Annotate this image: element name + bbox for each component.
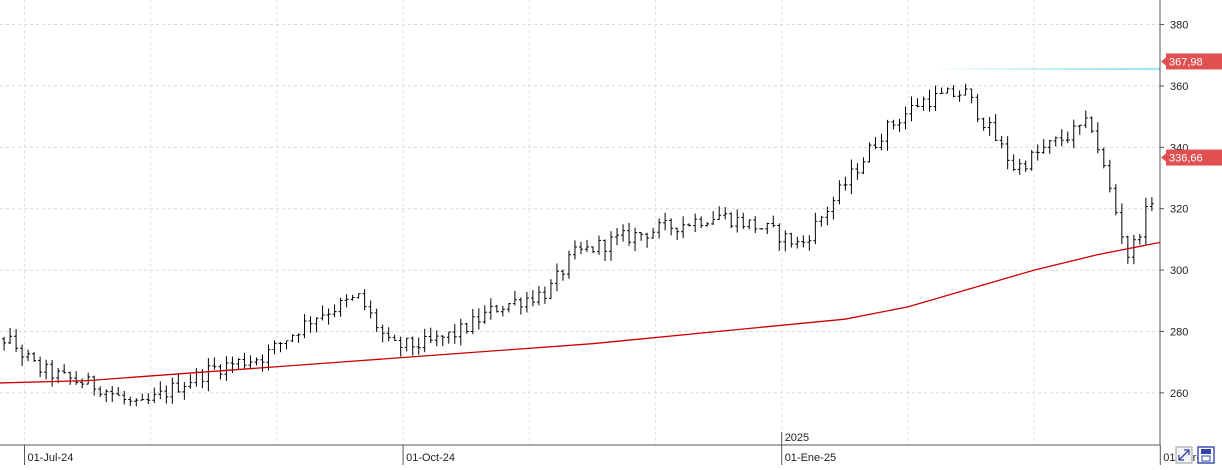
moving-average-tag: 336,66 [1169,153,1203,165]
x-tick-label: 01-Oct-24 [406,452,455,464]
y-tick-label: 380 [1170,20,1188,32]
y-tick-label: 320 [1170,204,1188,216]
last-price-tag: 367,98 [1169,56,1203,68]
y-tick-label: 260 [1170,388,1188,400]
y-tick-label: 360 [1170,81,1188,93]
y-tick-label: 280 [1170,326,1188,338]
save-icon-label-slot[interactable] [1201,449,1211,454]
save-icon[interactable] [1198,447,1214,463]
x-tick-label: 01-Jul-24 [28,452,74,464]
year-marker-label: 2025 [785,432,809,444]
x-tick-label: 01-Ene-25 [785,452,836,464]
scale-arrows-icon[interactable] [1176,447,1192,463]
y-tick-label: 300 [1170,265,1188,277]
